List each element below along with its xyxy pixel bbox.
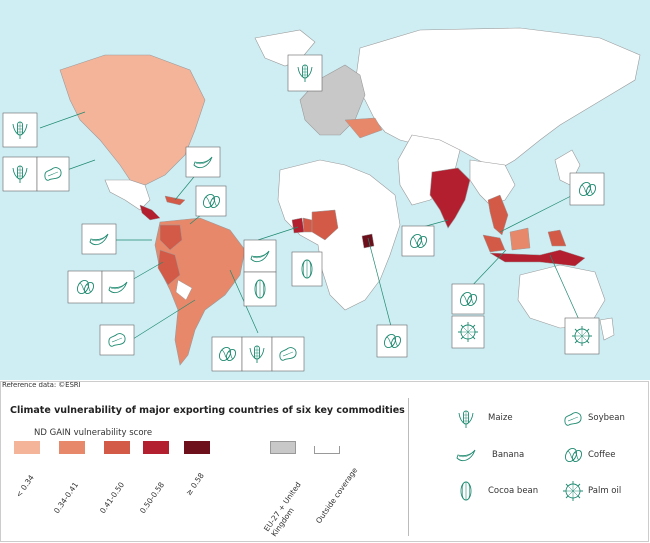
commodity-label-banana: Banana (492, 450, 525, 460)
class-label-eu-uk: EU-27 + United Kingdom (262, 480, 303, 539)
maize-icon (458, 410, 474, 429)
cocoa-bean-icon (460, 481, 472, 501)
class-label-4: 0.50-0.58 (138, 480, 167, 516)
swatch-eu-uk (270, 441, 296, 454)
class-label-2: 0.34-0.41 (52, 480, 81, 516)
region-india (429, 167, 471, 229)
class-label-3: 0.41-0.50 (98, 480, 127, 516)
map-credit: Reference data: ©ESRI (2, 381, 81, 389)
commodity-label-palm-oil: Palm oil (588, 486, 622, 496)
swatch-class-4 (143, 441, 169, 454)
commodity-label-coffee: Coffee (588, 450, 616, 460)
swatch-outside (314, 446, 340, 454)
class-label-5: ≥ 0.58 (184, 471, 206, 498)
legend-title: Climate vulnerability of major exporting… (10, 405, 405, 416)
commodity-label-soybean: Soybean (588, 413, 625, 423)
map-icon-boxes (2, 54, 605, 372)
class-label-outside: Outside coverage (314, 465, 360, 526)
legend-subtitle: ND GAIN vulnerability score (34, 428, 153, 438)
swatch-class-5 (184, 441, 210, 454)
swatch-class-3 (104, 441, 130, 454)
soybean-icon (564, 412, 582, 426)
region-north-america (59, 54, 206, 186)
world-map (0, 0, 650, 380)
region-ukraine (344, 117, 383, 139)
banana-icon (456, 449, 476, 462)
commodity-label-maize: Maize (488, 413, 513, 423)
commodity-label-cocoa-bean: Cocoa bean (488, 486, 539, 496)
class-label-1: < 0.34 (14, 473, 36, 500)
palm-oil-icon (562, 480, 584, 502)
region-central-america (139, 204, 161, 221)
legend-divider (408, 398, 409, 536)
coffee-icon (562, 445, 584, 465)
swatch-class-2 (59, 441, 85, 454)
map-svg (2, 27, 641, 372)
swatch-class-1 (14, 441, 40, 454)
region-caribbean (164, 195, 186, 206)
